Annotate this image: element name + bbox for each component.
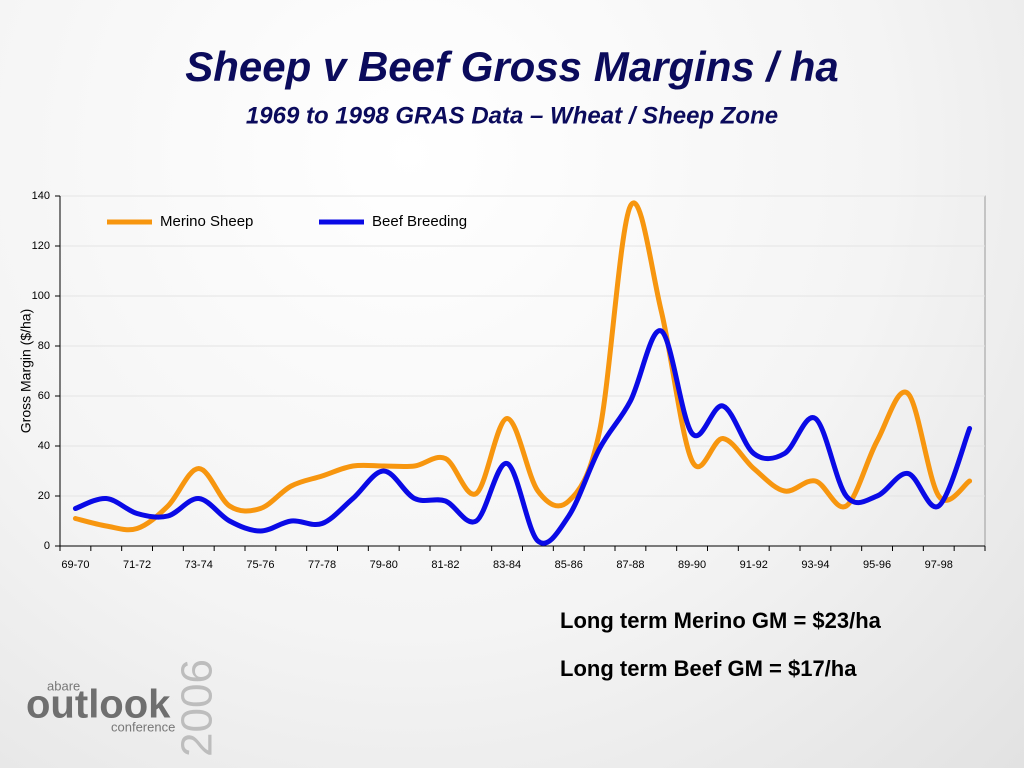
logo-event: conference — [111, 719, 175, 734]
x-tick-label: 83-84 — [493, 559, 521, 571]
y-tick-label: 140 — [32, 190, 50, 202]
x-tick-label: 77-78 — [308, 559, 336, 571]
x-tick-label: 75-76 — [246, 559, 274, 571]
y-tick-label: 0 — [44, 540, 50, 552]
logo-org: abare — [47, 678, 80, 693]
x-tick-label: 69-70 — [61, 559, 89, 571]
y-tick-label: 120 — [32, 240, 50, 252]
x-tick-label: 73-74 — [185, 559, 213, 571]
series-line — [72, 328, 973, 546]
series-line — [72, 200, 973, 533]
x-tick-label: 79-80 — [370, 559, 398, 571]
chart-title: Sheep v Beef Gross Margins / ha — [185, 43, 839, 90]
y-tick-label: 80 — [38, 340, 50, 352]
legend-label: Merino Sheep — [160, 213, 253, 230]
x-tick-label: 87-88 — [616, 559, 644, 571]
x-tick-label: 81-82 — [431, 559, 459, 571]
y-tick-label: 60 — [38, 390, 50, 402]
x-tick-label: 71-72 — [123, 559, 151, 571]
x-tick-label: 91-92 — [740, 559, 768, 571]
y-tick-label: 20 — [38, 490, 50, 502]
x-tick-label: 85-86 — [555, 559, 583, 571]
y-axis-label: Gross Margin ($/ha) — [18, 309, 34, 433]
y-tick-label: 40 — [38, 440, 50, 452]
annotation: Long term Beef GM = $17/ha — [560, 656, 857, 681]
legend-label: Beef Breeding — [372, 213, 467, 230]
x-tick-label: 93-94 — [801, 559, 829, 571]
x-tick-label: 89-90 — [678, 559, 706, 571]
logo-year: 2006 — [173, 659, 222, 757]
x-tick-label: 95-96 — [863, 559, 891, 571]
chart-subtitle: 1969 to 1998 GRAS Data – Wheat / Sheep Z… — [246, 102, 778, 129]
logo-name: outlook — [26, 683, 171, 727]
x-tick-label: 97-98 — [925, 559, 953, 571]
y-tick-label: 100 — [32, 290, 50, 302]
annotation: Long term Merino GM = $23/ha — [560, 608, 882, 633]
